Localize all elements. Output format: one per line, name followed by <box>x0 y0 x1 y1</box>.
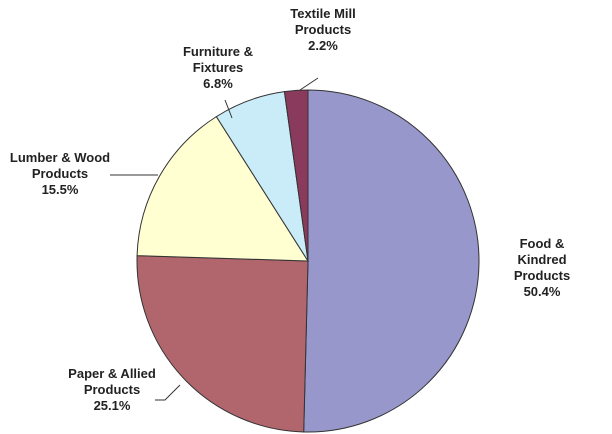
pie-slice <box>283 89 309 262</box>
slice-label: Food & Kindred Products <box>513 236 571 283</box>
value-label: 6.8% <box>203 76 233 91</box>
slice-label: Furniture & Fixtures <box>182 44 254 75</box>
pie-slice <box>136 115 309 262</box>
pie-slice <box>136 255 309 433</box>
value-label: 15.5% <box>41 182 79 197</box>
slice-label: Lumber & Wood Products <box>9 150 111 181</box>
slice-label: Paper & Allied Products <box>68 366 156 397</box>
leader-line <box>224 99 233 119</box>
value-label: 25.1% <box>93 398 131 413</box>
slice-label: Textile Mill Products <box>290 6 356 37</box>
value-label: 50.4% <box>523 284 561 299</box>
leader-line <box>155 384 181 401</box>
leader-line <box>299 77 319 91</box>
pie-slice <box>303 89 480 433</box>
value-label: 2.2% <box>308 38 338 53</box>
